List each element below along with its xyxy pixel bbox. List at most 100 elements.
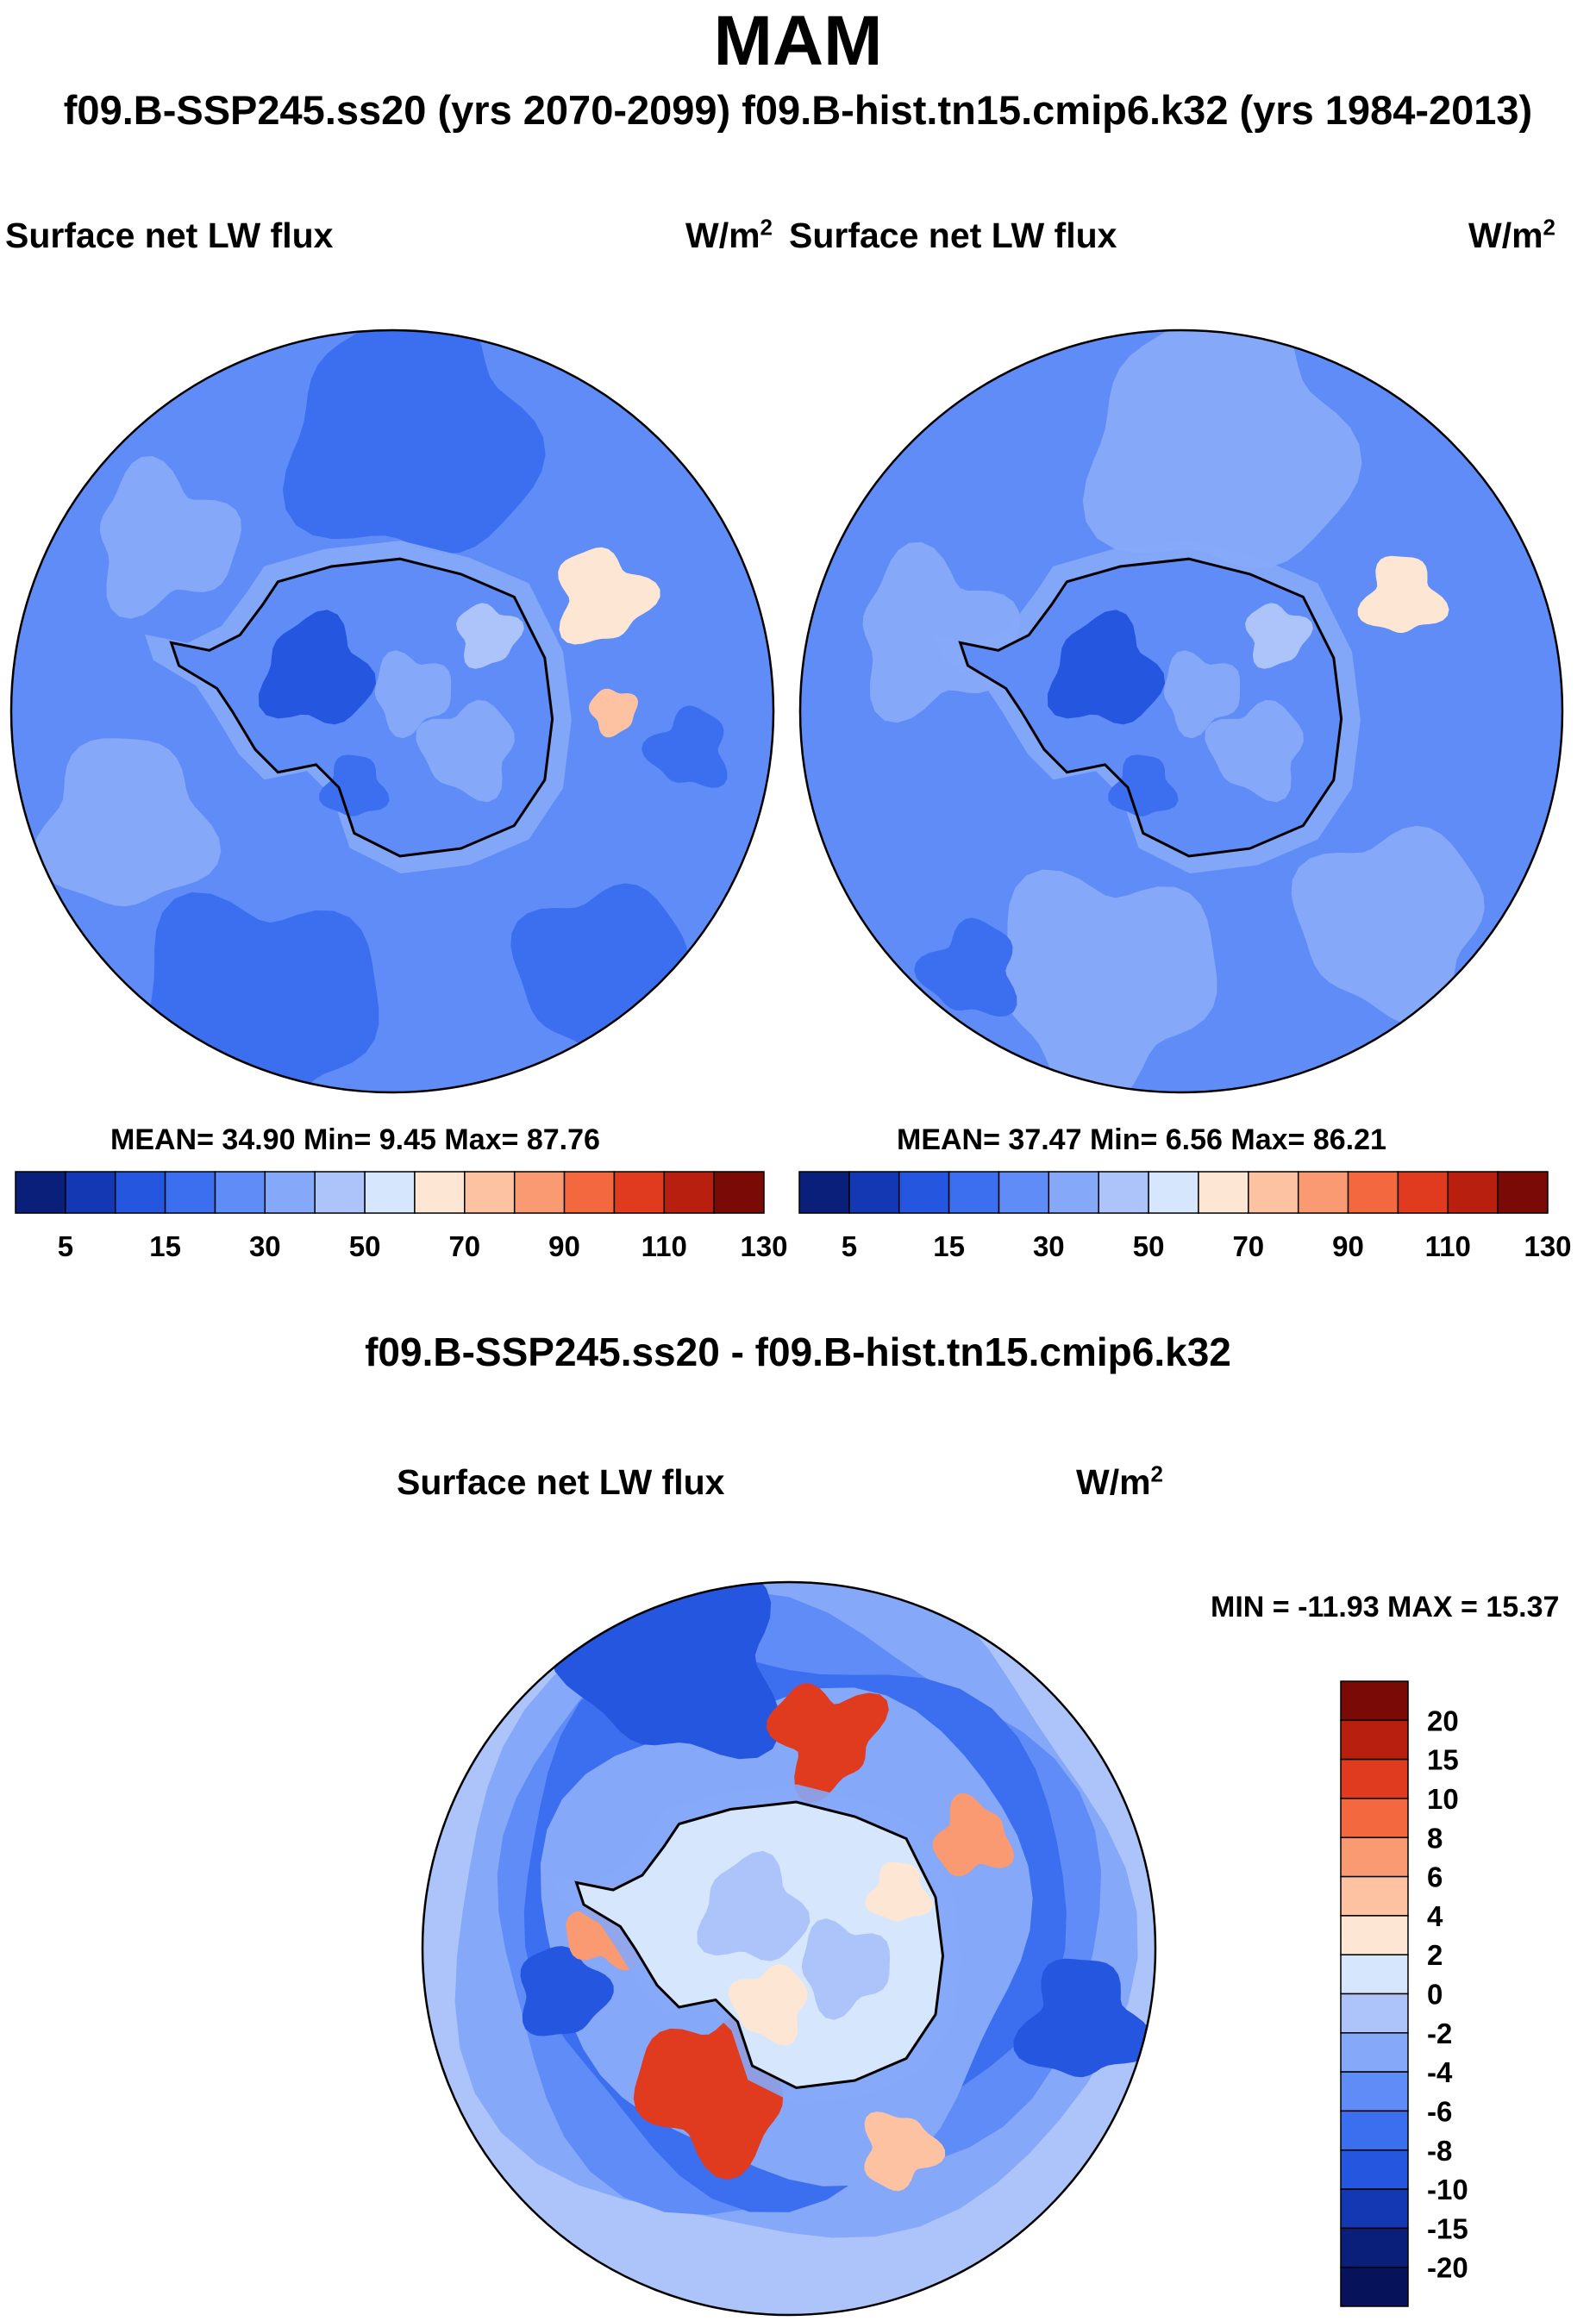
diff-panel-land-patch (697, 1850, 811, 1961)
diff-colorbar-tick-label: 2 (1427, 1939, 1443, 1971)
diff-panel-map (421, 1580, 1157, 2317)
diff-colorbar-swatch (1340, 1954, 1409, 1995)
right-panel-colorbar-swatch (898, 1171, 950, 1214)
diff-colorbar-tick-label: -6 (1427, 2095, 1452, 2127)
left-panel-colorbar-tick-label: 50 (349, 1230, 381, 1262)
left-panel-land-patch (374, 650, 452, 739)
left-panel-land-patch (416, 699, 515, 803)
left-panel-contour-patch (558, 547, 660, 645)
right-panel-colorbar-swatch (998, 1171, 1050, 1214)
right-panel-variable: Surface net LW flux (789, 216, 1117, 255)
diff-colorbar-swatch (1340, 1836, 1409, 1878)
right-panel-colorbar-tick-label: 70 (1232, 1230, 1264, 1262)
diff-panel-map-border (421, 1580, 1157, 2317)
right-panel-colorbar-tick-label: 130 (1524, 1230, 1571, 1262)
left-panel-stats: MEAN= 34.90 Min= 9.45 Max= 87.76 (110, 1123, 600, 1156)
left-panel-contour-patch (282, 330, 546, 554)
diff-colorbar-swatch (1340, 1719, 1409, 1761)
left-panel-colorbar-tick-label: 70 (448, 1230, 480, 1262)
right-panel-colorbar-swatch (1397, 1171, 1449, 1214)
diff-panel-contour-patch (520, 1946, 614, 2036)
right-panel-colorbar-swatch (1248, 1171, 1299, 1214)
left-panel-units: W/m2 (685, 214, 773, 255)
diff-colorbar-tick-label: 0 (1427, 1979, 1443, 2011)
diff-panel-contour-patch (864, 2111, 946, 2192)
left-panel-contour-patch (33, 738, 222, 907)
diff-colorbar-tick-label: 8 (1427, 1822, 1443, 1854)
right-panel-colorbar-swatch (1048, 1171, 1099, 1214)
right-panel-land-patch (1163, 650, 1241, 739)
left-panel-contour-patch (150, 891, 379, 1092)
diff-panel-units: W/m2 (1076, 1461, 1164, 1502)
left-panel-land-patch (319, 754, 390, 816)
left-panel-colorbar-swatch (513, 1171, 566, 1214)
right-panel-colorbar-tick-label: 110 (1425, 1230, 1471, 1262)
right-panel-colorbar-tick-label: 90 (1332, 1230, 1364, 1262)
right-panel-contour-patch (1291, 825, 1485, 1026)
diff-colorbar-tick-label: -8 (1427, 2135, 1452, 2167)
diff-colorbar-tick-label: -2 (1427, 2018, 1452, 2049)
left-panel-map (9, 328, 775, 1094)
right-panel-stats: MEAN= 37.47 Min= 6.56 Max= 86.21 (897, 1123, 1386, 1156)
diff-colorbar-swatch (1340, 2071, 1409, 2112)
left-panel-colorbar-swatch (563, 1171, 616, 1214)
right-panel-contour-patch (1003, 869, 1217, 1092)
diff-colorbar-swatch (1340, 2032, 1409, 2073)
left-panel-variable: Surface net LW flux (5, 216, 334, 255)
left-panel-colorbar-swatch (663, 1171, 715, 1214)
right-panel-contour-patch (1082, 330, 1362, 569)
left-panel-colorbar-swatch (65, 1171, 116, 1214)
diff-colorbar-tick-label: 15 (1427, 1744, 1459, 1776)
left-panel-colorbar-swatch (264, 1171, 316, 1214)
right-panel-colorbar-swatch (798, 1171, 850, 1214)
diff-panel-minmax: MIN = -11.93 MAX = 15.37 (1211, 1591, 1560, 1623)
right-panel-colorbar-swatch (1297, 1171, 1349, 1214)
left-panel-colorbar-swatch (364, 1171, 416, 1214)
right-panel-colorbar-swatch (1497, 1171, 1549, 1214)
diff-colorbar-swatch (1340, 2188, 1409, 2230)
diff-colorbar-swatch (1340, 2227, 1409, 2268)
left-panel-colorbar-swatch (713, 1171, 765, 1214)
left-panel-colorbar-swatch (314, 1171, 366, 1214)
diff-panel-variable: Surface net LW flux (397, 1462, 725, 1502)
diff-colorbar-swatch (1340, 2266, 1409, 2307)
right-panel-colorbar-swatch (948, 1171, 1000, 1214)
right-panel-land-patch (1108, 754, 1179, 816)
diff-colorbar-tick-label: 6 (1427, 1861, 1443, 1893)
right-panel-colorbar-swatch (1198, 1171, 1249, 1214)
right-panel-coastline (958, 557, 1343, 858)
right-panel-contour-patch (914, 917, 1017, 1017)
diff-colorbar-swatch (1340, 2110, 1409, 2151)
diff-panel-land-patch (801, 1918, 890, 2020)
right-panel-colorbar-swatch (1098, 1171, 1149, 1214)
left-panel-land-patch (456, 603, 524, 669)
left-panel-colorbar-tick-label: 130 (740, 1230, 787, 1262)
diff-colorbar-tick-label: -10 (1427, 2174, 1468, 2205)
diff-colorbar-tick-label: -20 (1427, 2252, 1468, 2284)
diff-colorbar-swatch (1340, 1680, 1409, 1722)
diff-colorbar-swatch (1340, 1993, 1409, 2034)
right-panel-map (798, 328, 1564, 1094)
diff-colorbar-swatch (1340, 2149, 1409, 2190)
left-panel-colorbar-swatch (464, 1171, 516, 1214)
diff-colorbar-swatch (1340, 1875, 1409, 1917)
right-panel-land-patch (1245, 603, 1313, 669)
left-panel-colorbar-swatch (164, 1171, 216, 1214)
left-panel-colorbar-swatch (114, 1171, 166, 1214)
diff-colorbar-tick-label: 4 (1427, 1900, 1443, 1932)
difference-heading: f09.B-SSP245.ss20 - f09.B-hist.tn15.cmip… (365, 1329, 1231, 1374)
right-panel-colorbar-tick-label: 5 (842, 1230, 857, 1262)
left-panel-map-border (9, 328, 775, 1094)
right-panel-colorbar-tick-label: 15 (933, 1230, 965, 1262)
diff-panel-land-patch (729, 1963, 808, 2046)
diff-panel-land-patch (865, 1861, 933, 1922)
left-panel-colorbar-tick-label: 110 (642, 1230, 687, 1262)
right-panel-units: W/m2 (1468, 214, 1556, 255)
left-panel-contour-patch (588, 688, 638, 738)
diff-panel-coastline (574, 1800, 945, 2090)
left-panel-coastline (169, 557, 554, 858)
diff-colorbar-swatch (1340, 1915, 1409, 1955)
left-panel-colorbar-tick-label: 5 (58, 1230, 73, 1262)
left-panel-land-patch (258, 610, 376, 725)
